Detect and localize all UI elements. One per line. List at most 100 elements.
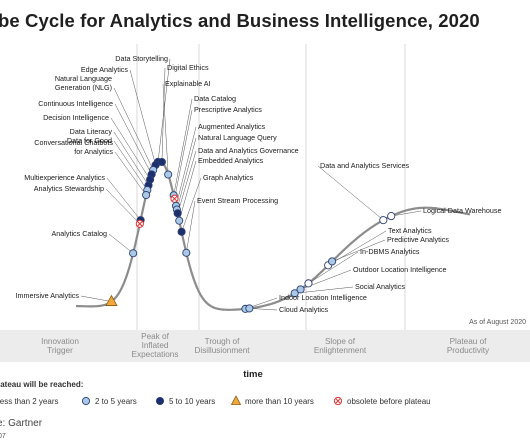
leader-graph-analytics xyxy=(181,177,202,232)
marker-data-and-analytics-governance xyxy=(173,209,182,218)
legend-item-2-to-5-years: 2 to 5 years xyxy=(81,396,137,406)
label-digital-ethics: Digital Ethics xyxy=(167,63,209,72)
leader-natural-language-query xyxy=(176,137,197,210)
phase-label-peak-of-inflated-expectations: Peak of Inflated Expectations xyxy=(132,332,179,359)
legend-label: less than 2 years xyxy=(0,397,58,406)
marker-immersive-analytics xyxy=(105,294,118,306)
marker-logical-data-warehouse xyxy=(387,212,396,221)
marker-cloud-analytics xyxy=(245,304,254,313)
label-social-analytics: Social Analytics xyxy=(355,282,405,291)
label-data-literacy: Data Literacy xyxy=(70,127,113,136)
label-embedded-analytics: Embedded Analytics xyxy=(198,156,264,165)
label-natural-language-generation-nlg: Natural Language Generation (NLG) xyxy=(55,74,112,92)
marker-graph-analytics xyxy=(177,227,186,236)
label-predictive-analytics: Predictive Analytics xyxy=(387,235,449,244)
label-outdoor-location-intelligence: Outdoor Location Intelligence xyxy=(353,265,447,274)
marker-data-and-analytics-services xyxy=(379,216,388,225)
phase-bar: Innovation Trigger Peak of Inflated Expectat… xyxy=(0,330,530,362)
leader-immersive-analytics xyxy=(80,295,112,302)
marker-outdoor-location-intelligence xyxy=(296,285,305,294)
phase-label-plateau-of-productivity: Plateau of Productivity xyxy=(447,337,490,355)
label-prescriptive-analytics: Prescriptive Analytics xyxy=(194,105,262,114)
label-event-stream-processing: Event Stream Processing xyxy=(197,196,278,205)
marker-in-dbms-analytics xyxy=(304,279,313,288)
label-indoor-location-intelligence: Indoor Location Intelligence xyxy=(279,293,367,302)
leader-event-stream-processing xyxy=(186,200,196,253)
leader-analytics-stewardship xyxy=(105,188,140,224)
leader-data-and-analytics-services xyxy=(317,165,384,221)
leader-conversational-chatbots-for-analytics xyxy=(114,151,147,196)
marker-analytics-stewardship xyxy=(135,219,144,228)
label-data-catalog: Data Catalog xyxy=(194,94,236,103)
marker-embedded-analytics xyxy=(175,216,184,225)
source-note: e: Gartner xyxy=(0,418,43,429)
label-data-for-good: Data for Good xyxy=(67,136,112,145)
footer-code: 07 xyxy=(0,433,6,440)
phase-label-trough-of-disillusionment: Trough of Disillusionment xyxy=(194,337,250,355)
label-logical-data-warehouse: Logical Data Warehouse xyxy=(423,206,501,215)
label-conversational-chatbots-for-analytics: Conversational Chatbots for Analytics xyxy=(34,138,113,156)
leader-analytics-catalog xyxy=(108,233,134,254)
marker-conversational-chatbots-for-analytics xyxy=(142,190,151,200)
leader-continuous-intelligence xyxy=(114,103,152,175)
legend-item-more-than-10-years: more than 10 years xyxy=(230,395,314,406)
legend: less than 2 years 2 to 5 years 5 to 10 yea… xyxy=(0,395,431,406)
leader-data-catalog xyxy=(173,98,193,196)
leader-data-and-analytics-governance xyxy=(177,150,197,214)
label-text-analytics: Text Analytics xyxy=(388,226,432,235)
leader-in-dbms-analytics xyxy=(308,251,359,284)
phase-dividers xyxy=(136,44,406,362)
legend-label: 2 to 5 years xyxy=(95,397,137,406)
chart-title: be Cycle for Analytics and Business Inte… xyxy=(0,10,480,31)
label-analytics-stewardship: Analytics Stewardship xyxy=(34,184,104,193)
legend-item-less-than-2-years: less than 2 years xyxy=(0,397,58,406)
leader-data-storytelling xyxy=(157,58,171,163)
leader-multiexperience-analytics xyxy=(106,177,141,221)
marker-analytics-catalog xyxy=(129,249,138,258)
label-explainable-ai: Explainable AI xyxy=(165,79,211,88)
label-decision-intelligence: Decision Intelligence xyxy=(43,113,109,122)
leader-explainable-ai xyxy=(162,83,169,175)
leader-cloud-analytics xyxy=(249,308,278,311)
label-analytics-catalog: Analytics Catalog xyxy=(51,229,107,238)
marker-social-analytics xyxy=(290,289,299,298)
leader-natural-language-generation-nlg xyxy=(113,87,154,171)
legend-label: 5 to 10 years xyxy=(169,397,215,406)
label-data-storytelling: Data Storytelling xyxy=(115,54,168,63)
label-augmented-analytics: Augmented Analytics xyxy=(198,122,266,131)
label-cloud-analytics: Cloud Analytics xyxy=(279,305,329,314)
technology-markers xyxy=(105,157,396,313)
marker-predictive-analytics xyxy=(328,257,337,266)
label-continuous-intelligence: Continuous Intelligence xyxy=(38,99,113,108)
leader-embedded-analytics xyxy=(178,160,197,221)
marker-digital-ethics xyxy=(157,157,166,167)
marker-prescriptive-analytics xyxy=(170,194,179,203)
phase-label-innovation-trigger: Innovation Trigger xyxy=(41,337,79,355)
leader-predictive-analytics xyxy=(332,239,386,262)
x-axis-label: time xyxy=(243,369,263,380)
label-natural-language-query: Natural Language Query xyxy=(198,133,277,142)
label-multiexperience-analytics: Multiexperience Analytics xyxy=(24,173,105,182)
legend-item-5-to-10-years: 5 to 10 years xyxy=(155,396,215,406)
leader-logical-data-warehouse xyxy=(391,210,422,217)
leader-decision-intelligence xyxy=(110,117,151,180)
legend-item-obsolete-before-plateau: obsolete before plateau xyxy=(333,396,431,406)
leader-text-analytics xyxy=(328,230,387,266)
leader-augmented-analytics xyxy=(175,126,197,206)
label-data-and-analytics-governance: Data and Analytics Governance xyxy=(198,146,299,155)
as-of-date: As of August 2020 xyxy=(469,319,526,326)
leader-digital-ethics xyxy=(161,67,166,163)
label-edge-analytics: Edge Analytics xyxy=(81,65,129,74)
leader-edge-analytics xyxy=(129,69,156,166)
marker-explainable-ai xyxy=(164,170,173,179)
label-in-dbms-analytics: In-DBMS Analytics xyxy=(360,247,420,256)
legend-title: lateau will be reached: xyxy=(0,380,83,389)
legend-label: obsolete before plateau xyxy=(347,397,431,406)
label-graph-analytics: Graph Analytics xyxy=(203,173,254,182)
marker-event-stream-processing xyxy=(182,248,191,257)
leader-prescriptive-analytics xyxy=(174,109,193,199)
hype-curve xyxy=(76,160,471,311)
label-data-and-analytics-services: Data and Analytics Services xyxy=(320,161,409,170)
